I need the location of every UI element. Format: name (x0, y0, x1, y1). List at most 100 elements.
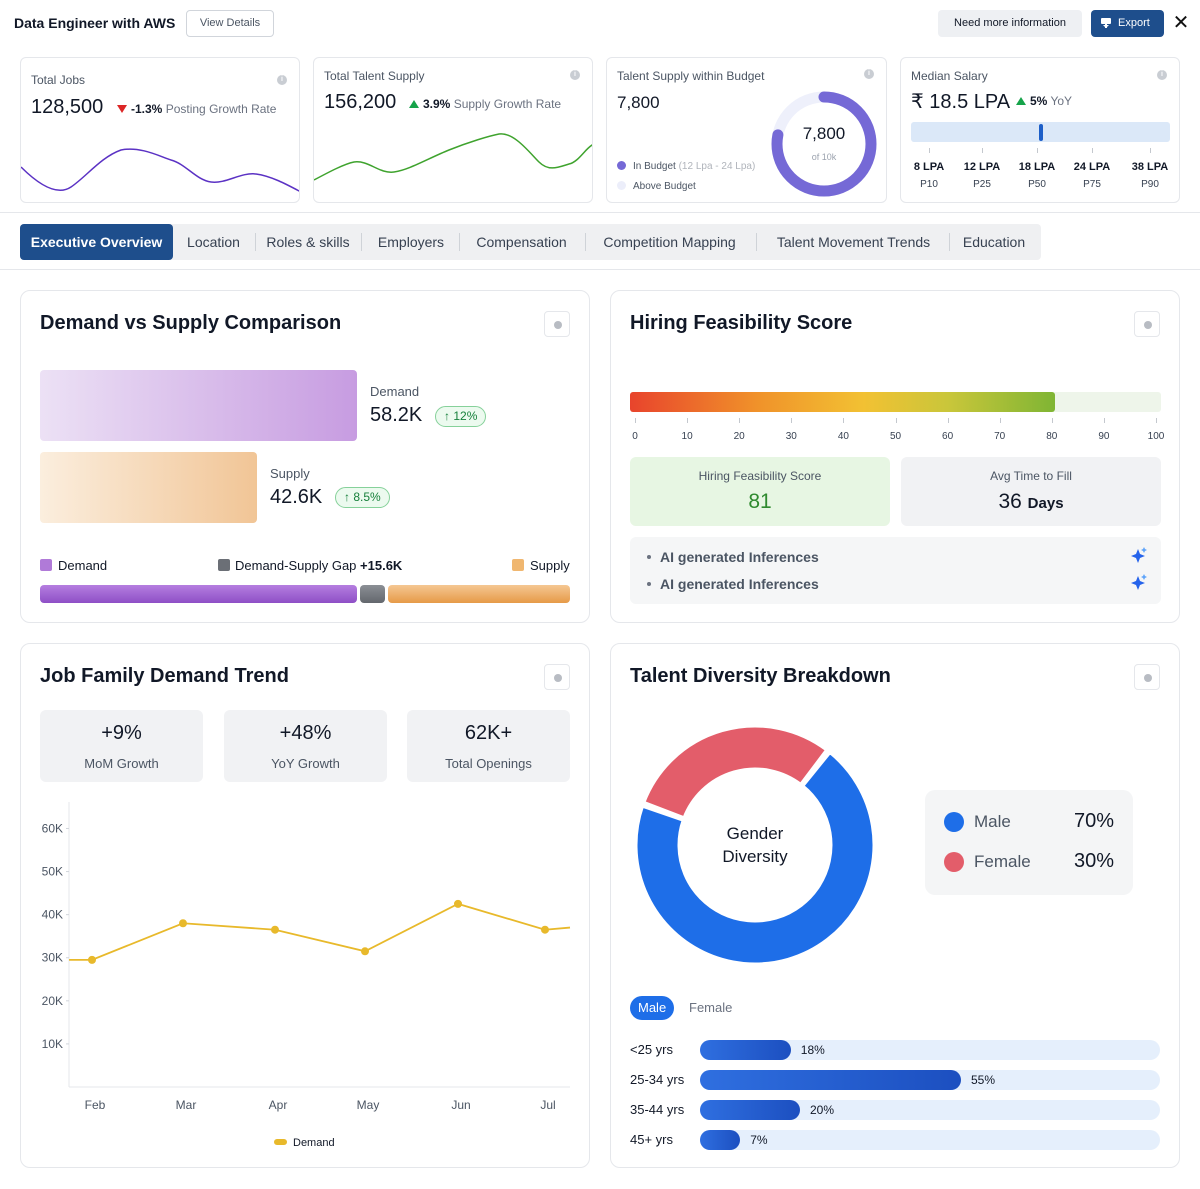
age-bar-track (700, 1130, 1160, 1150)
tab-roles-skills[interactable]: Roles & skills (266, 234, 350, 250)
salary-tick (929, 148, 930, 153)
age-group-label: 35-44 yrs (630, 1102, 685, 1117)
feasibility-fill (630, 392, 1055, 412)
age-bar-fill[interactable] (700, 1130, 741, 1150)
scale-label: 40 (837, 431, 849, 442)
age-bar-fill[interactable] (700, 1040, 791, 1060)
scale-tick (791, 418, 793, 423)
tab-separator (255, 233, 256, 251)
kpi-value: 128,500 (31, 96, 104, 118)
kpi-label: Total Jobs (31, 73, 86, 87)
info-icon[interactable]: i (1157, 70, 1167, 80)
view-details-button[interactable]: View Details (186, 10, 274, 37)
export-button[interactable]: Export (1091, 10, 1164, 37)
scale-tick (843, 418, 845, 423)
legend-swatch-supply (512, 559, 524, 571)
need-more-information-button[interactable]: Need more information (938, 10, 1082, 37)
legend-demand: Demand (293, 1137, 335, 1149)
kpi-label: Talent Supply within Budget (617, 69, 765, 83)
demand-trend-chart: 10K 20K 30K 40K 50K 60K Feb Mar Apr May Jun Jul Dema… (42, 802, 571, 1149)
kpi-median-salary: Median Salary i ₹ 18.5 LPA 5% YoY 8 LPA … (900, 57, 1180, 203)
tab-competition-mapping[interactable]: Competition Mapping (603, 234, 736, 250)
toggle-female[interactable]: Female (689, 1000, 733, 1015)
scale-tick (687, 418, 689, 423)
male-segment[interactable] (634, 750, 876, 966)
salary-percentile-value: 18 LPA (1018, 161, 1056, 173)
scale-tick (1156, 418, 1157, 423)
card-label: Avg Time to Fill (990, 469, 1072, 483)
info-icon (1144, 674, 1152, 682)
demand-bar (40, 370, 357, 441)
panel-title: Job Family Demand Trend (40, 665, 289, 687)
legend-swatch-gap (218, 559, 230, 571)
kpi-delta: 3.9% Supply Growth Rate (409, 97, 561, 111)
tab-compensation[interactable]: Compensation (476, 234, 567, 250)
info-icon[interactable]: i (864, 69, 874, 79)
kpi-within-budget: Talent Supply within Budget i 7,800 7,80… (606, 57, 887, 203)
tab-location[interactable]: Location (187, 234, 240, 250)
data-point[interactable] (88, 955, 96, 964)
data-point[interactable] (361, 947, 369, 956)
hiring-feasibility-panel: Hiring Feasibility Score 0 10 20 30 40 50 60 70… (610, 290, 1180, 623)
panel-title: Demand vs Supply Comparison (40, 312, 342, 334)
x-tick-label: Apr (269, 1098, 288, 1112)
data-point[interactable] (541, 925, 549, 934)
x-tick-label: Jul (540, 1098, 555, 1112)
stat-value: +48% (279, 722, 332, 744)
legend-in-budget: In Budget (12 Lpa - 24 Lpa) (617, 161, 755, 172)
budget-donut-chart (771, 91, 877, 197)
salary-percentile-label: P25 (973, 179, 991, 190)
top-bar: Data Engineer with AWS View Details Need… (0, 0, 1200, 46)
ai-sparkle-icon[interactable] (1130, 547, 1148, 565)
demand-supply-panel: Demand vs Supply Comparison Demand 58.2K… (20, 290, 590, 623)
tab-employers[interactable]: Employers (377, 234, 445, 250)
tab-education[interactable]: Education (962, 234, 1026, 250)
demand-value: 58.2K (370, 404, 423, 426)
x-tick-label: Mar (176, 1098, 197, 1112)
salary-percentile-value: 38 LPA (1131, 161, 1169, 173)
female-segment[interactable] (641, 724, 829, 820)
y-tick-label: 30K (42, 951, 63, 965)
tab-separator (756, 233, 757, 251)
info-button[interactable] (1134, 664, 1160, 690)
salary-percentile-label: P10 (920, 179, 938, 190)
stat-mom-growth: +9% MoM Growth (40, 710, 203, 782)
avg-time-to-fill-card: Avg Time to Fill 36 Days (901, 457, 1161, 526)
supply-bar (40, 452, 257, 523)
age-bar-fill[interactable] (700, 1100, 800, 1120)
info-icon[interactable]: i (277, 75, 287, 85)
scale-label: 50 (889, 431, 902, 442)
info-button[interactable] (544, 311, 570, 337)
tab-executive-overview[interactable]: Executive Overview (20, 224, 173, 260)
x-tick-label: Jun (451, 1098, 470, 1112)
supply-label: Supply (270, 466, 310, 481)
diversity-panel: Talent Diversity Breakdown Gender Diversi… (610, 643, 1180, 1168)
demand-change-badge: ↑ 12% (435, 406, 487, 427)
data-point[interactable] (454, 899, 462, 908)
kpi-value: 7,800 (617, 93, 660, 112)
info-icon[interactable]: i (570, 70, 580, 80)
scale-label: 90 (1098, 431, 1110, 442)
ai-sparkle-icon[interactable] (1130, 574, 1148, 592)
salary-tick (1150, 148, 1151, 153)
tab-separator (459, 233, 460, 251)
kpi-delta: -1.3% Posting Growth Rate (117, 102, 276, 116)
tab-talent-movement-trends[interactable]: Talent Movement Trends (776, 234, 931, 250)
salary-percentile-label: P90 (1141, 179, 1159, 190)
salary-percentile-value: 8 LPA (913, 161, 945, 173)
info-icon (1144, 321, 1152, 329)
x-tick-label: Feb (85, 1098, 106, 1112)
data-point[interactable] (271, 925, 279, 934)
info-button[interactable] (544, 664, 570, 690)
toggle-male[interactable]: Male (630, 996, 675, 1020)
stat-yoy-growth: +48% YoY Growth (224, 710, 387, 782)
age-bar-fill[interactable] (700, 1070, 961, 1090)
card-label: Hiring Feasibility Score (698, 469, 822, 483)
data-point[interactable] (179, 919, 187, 928)
close-icon[interactable]: ✕ (1172, 12, 1190, 34)
info-button[interactable] (1134, 311, 1160, 337)
kpi-total-supply: Total Talent Supply i 156,200 3.9% Suppl… (313, 57, 593, 203)
ai-inference-item: AI generated Inferences (647, 576, 819, 592)
trend-down-icon (117, 105, 127, 113)
y-tick-label: 60K (42, 821, 63, 835)
